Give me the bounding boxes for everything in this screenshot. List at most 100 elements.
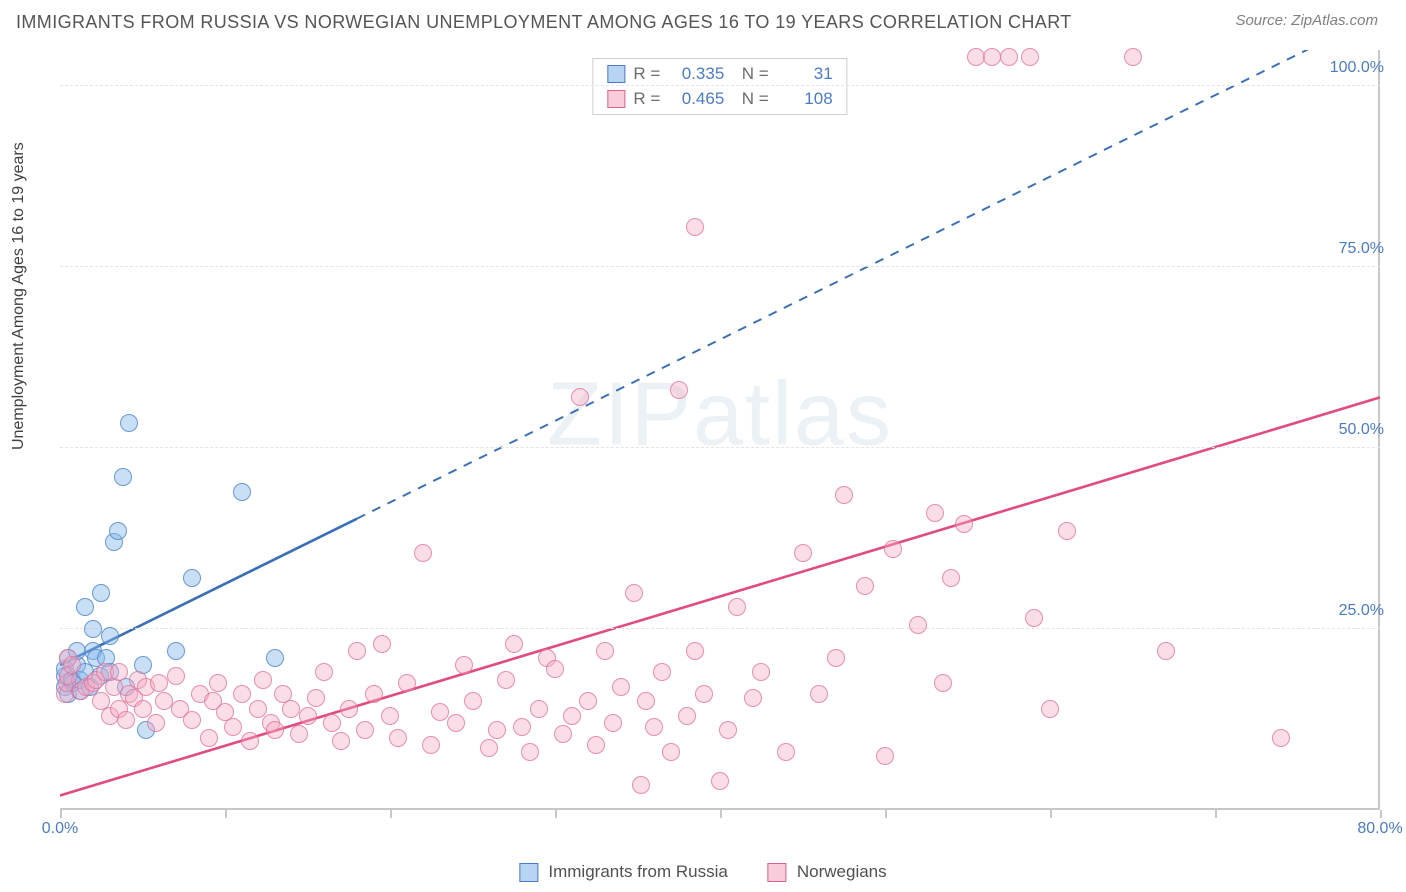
data-point	[209, 674, 227, 692]
data-point	[63, 656, 81, 674]
x-tick-mark	[390, 810, 392, 818]
y-tick-label: 100.0%	[1330, 59, 1384, 77]
chart-title: IMMIGRANTS FROM RUSSIA VS NORWEGIAN UNEM…	[16, 12, 1072, 33]
data-point	[546, 660, 564, 678]
data-point	[134, 700, 152, 718]
data-point	[876, 747, 894, 765]
legend-label: Norwegians	[797, 862, 887, 882]
data-point	[120, 414, 138, 432]
data-point	[464, 692, 482, 710]
data-point	[249, 700, 267, 718]
x-tick-mark	[1215, 810, 1217, 818]
data-point	[571, 388, 589, 406]
data-point	[266, 721, 284, 739]
data-point	[480, 739, 498, 757]
legend-item: Immigrants from Russia	[519, 862, 727, 882]
data-point	[233, 685, 251, 703]
data-point	[505, 635, 523, 653]
data-point	[398, 674, 416, 692]
data-point	[356, 721, 374, 739]
data-point	[1000, 48, 1018, 66]
data-point	[114, 468, 132, 486]
data-point	[290, 725, 308, 743]
data-point	[488, 721, 506, 739]
data-point	[579, 692, 597, 710]
data-point	[117, 711, 135, 729]
legend-swatch	[768, 863, 787, 882]
data-point	[299, 707, 317, 725]
y-axis-label: Unemployment Among Ages 16 to 19 years	[10, 142, 28, 450]
data-point	[340, 700, 358, 718]
x-tick-mark	[1050, 810, 1052, 818]
data-point	[422, 736, 440, 754]
data-point	[530, 700, 548, 718]
watermark: ZIPatlas	[547, 363, 893, 466]
x-tick-mark	[60, 810, 62, 818]
data-point	[332, 732, 350, 750]
data-point	[233, 483, 251, 501]
data-point	[810, 685, 828, 703]
y-tick-label: 75.0%	[1339, 240, 1384, 258]
gridline	[60, 266, 1380, 267]
data-point	[955, 515, 973, 533]
data-point	[719, 721, 737, 739]
legend-swatch	[607, 90, 625, 108]
correlation-legend: R =0.335 N =31 R =0.465 N =108	[592, 58, 847, 115]
title-bar: IMMIGRANTS FROM RUSSIA VS NORWEGIAN UNEM…	[0, 0, 1406, 33]
legend-row: R =0.465 N =108	[607, 87, 832, 112]
gridline	[60, 628, 1380, 629]
data-point	[596, 642, 614, 660]
data-point	[884, 540, 902, 558]
data-point	[587, 736, 605, 754]
data-point	[728, 598, 746, 616]
data-point	[934, 674, 952, 692]
data-point	[856, 577, 874, 595]
data-point	[254, 671, 272, 689]
y-tick-label: 25.0%	[1339, 602, 1384, 620]
gridline	[60, 85, 1380, 86]
data-point	[183, 711, 201, 729]
gridline	[60, 447, 1380, 448]
data-point	[497, 671, 515, 689]
data-point	[200, 729, 218, 747]
legend-swatch	[607, 65, 625, 83]
data-point	[1272, 729, 1290, 747]
legend-row: R =0.335 N =31	[607, 62, 832, 87]
data-point	[827, 649, 845, 667]
x-tick-mark	[225, 810, 227, 818]
data-point	[447, 714, 465, 732]
data-point	[521, 743, 539, 761]
data-point	[942, 569, 960, 587]
data-point	[1041, 700, 1059, 718]
source-label: Source: ZipAtlas.com	[1235, 12, 1378, 29]
data-point	[686, 218, 704, 236]
legend-item: Norwegians	[768, 862, 887, 882]
data-point	[625, 584, 643, 602]
data-point	[563, 707, 581, 725]
data-point	[84, 620, 102, 638]
data-point	[604, 714, 622, 732]
data-point	[92, 584, 110, 602]
data-point	[653, 663, 671, 681]
y-tick-label: 50.0%	[1339, 421, 1384, 439]
data-point	[110, 663, 128, 681]
data-point	[554, 725, 572, 743]
data-point	[1157, 642, 1175, 660]
x-tick-mark	[885, 810, 887, 818]
data-point	[150, 674, 168, 692]
data-point	[1124, 48, 1142, 66]
data-point	[348, 642, 366, 660]
data-point	[752, 663, 770, 681]
data-point	[76, 598, 94, 616]
legend-swatch	[519, 863, 538, 882]
data-point	[167, 642, 185, 660]
data-point	[513, 718, 531, 736]
data-point	[670, 381, 688, 399]
data-point	[926, 504, 944, 522]
data-point	[365, 685, 383, 703]
data-point	[241, 732, 259, 750]
data-point	[637, 692, 655, 710]
data-point	[315, 663, 333, 681]
data-point	[662, 743, 680, 761]
data-point	[266, 649, 284, 667]
